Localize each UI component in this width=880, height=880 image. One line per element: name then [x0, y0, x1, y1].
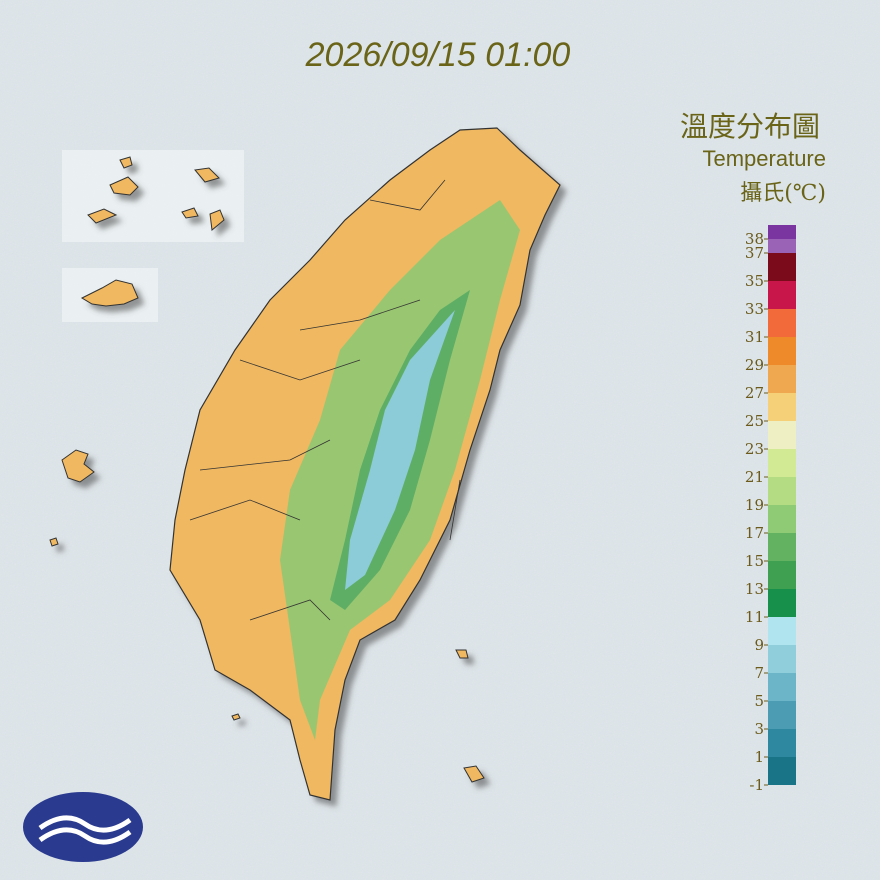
legend-tick-label: 21 [745, 468, 764, 486]
county-borders [189, 179, 461, 621]
inset-box [62, 150, 244, 242]
kinmen [80, 279, 139, 307]
legend-tick-label: 5 [754, 692, 764, 710]
legend-tick-label: 31 [745, 328, 764, 346]
legend-tick-label: 7 [754, 664, 764, 682]
penghu [49, 449, 95, 547]
legend-tick-label: 11 [745, 608, 764, 626]
legend-band [768, 617, 796, 645]
legend-top-cap [768, 225, 796, 239]
legend-tick-label: 17 [745, 524, 764, 542]
legend-tick-label: 1 [754, 748, 764, 766]
legend-band [768, 729, 796, 757]
legend-tick-label: 23 [745, 440, 764, 458]
legend-tick-label: 13 [745, 580, 764, 598]
legend-tick-label: -1 [749, 776, 764, 794]
legend-tick-label: 9 [754, 636, 764, 654]
mountain-cyan [345, 310, 455, 590]
legend-tick-label: 25 [745, 412, 764, 430]
logo [23, 792, 143, 862]
legend-band [768, 393, 796, 421]
legend-band [768, 449, 796, 477]
legend-band [768, 337, 796, 365]
legend-band [768, 589, 796, 617]
legend-band [768, 757, 796, 785]
legend-band [768, 309, 796, 337]
datetime: 2026/09/15 01:00 [305, 36, 571, 74]
legend-band [768, 239, 796, 253]
legend-tick-label: 3 [754, 720, 764, 738]
legend-band [768, 505, 796, 533]
legend-tick-label: 33 [745, 300, 764, 318]
legend-band [768, 365, 796, 393]
legend-band [768, 533, 796, 561]
legend-band [768, 673, 796, 701]
legend-band [768, 477, 796, 505]
legend-band [768, 561, 796, 589]
legend-unit: 攝氏(℃) [740, 181, 826, 206]
legend-tick-label: 29 [745, 356, 764, 374]
legend-tick-label: 35 [745, 272, 764, 290]
legend-tick-label: 38 [745, 230, 764, 248]
legend-band [768, 253, 796, 281]
legend-band [768, 701, 796, 729]
legend-band [768, 421, 796, 449]
legend-title: 溫度分布圖 [680, 110, 820, 143]
small-islands [231, 649, 485, 783]
inset-islands [87, 156, 225, 231]
legend-band [768, 645, 796, 673]
legend-subtitle: Temperature [702, 146, 826, 171]
legend-tick-label: 19 [745, 496, 764, 514]
legend-tick-label: 27 [745, 384, 764, 402]
legend-tick-label: 15 [745, 552, 764, 570]
legend-band [768, 281, 796, 309]
islands [49, 156, 485, 783]
legend-tick-label: 37 [745, 244, 764, 262]
